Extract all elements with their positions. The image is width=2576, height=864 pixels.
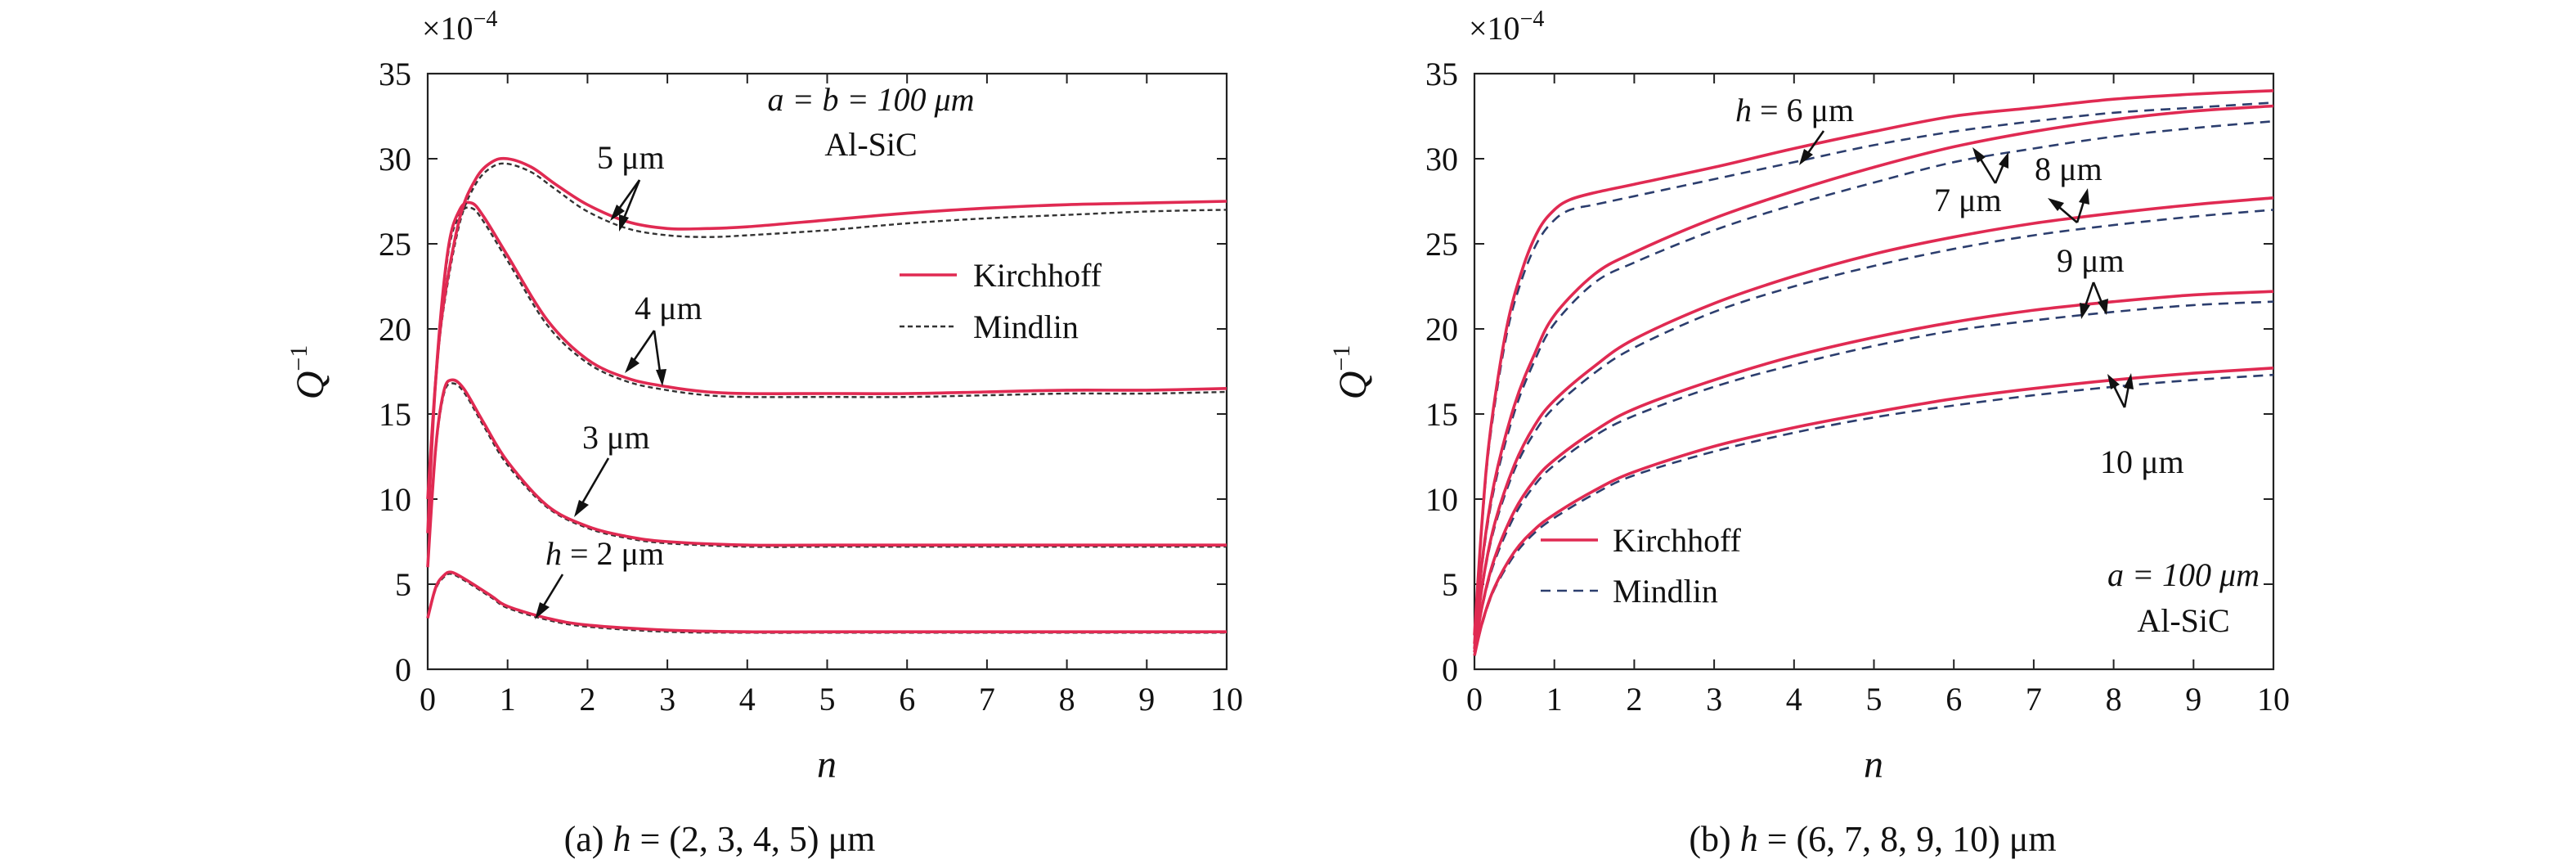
label-b-9um: 9 μm [2057, 242, 2125, 279]
y-tick-label: 5 [1442, 566, 1458, 603]
x-tick-label: 8 [2106, 681, 2122, 718]
x-tick-label: 3 [659, 681, 675, 718]
label-b-8um: 8 μm [2035, 151, 2103, 187]
plot-frame [426, 72, 1228, 671]
x-tick-label: 9 [2185, 681, 2201, 718]
y-tick-label: 10 [379, 481, 411, 518]
kirchhoff-curve [1473, 367, 2274, 656]
mindlin-curve [1473, 373, 2274, 656]
y-tick-label: 35 [1425, 56, 1458, 92]
y-tick-label: 15 [379, 396, 411, 433]
x-tick-label: 10 [1210, 681, 1243, 718]
panel-a-xlabel: n [817, 743, 837, 786]
label-a-5um: 5 μm [597, 139, 665, 176]
panel-b: 0 1 2 3 4 5 6 7 8 9 10 0 5 10 15 20 25 30 35 ×10−4 Q−1 n a… [1328, 7, 2290, 859]
x-tick-label: 7 [979, 681, 995, 718]
panel-b-caption: (b) h = (6, 7, 8, 9, 10) μm [1689, 819, 2056, 859]
x-tick-label: 3 [1706, 681, 1722, 718]
panel-b-annotation-2: Al-SiC [2137, 602, 2229, 639]
panel-a-caption: (a) h = (2, 3, 4, 5) μm [564, 819, 876, 859]
x-tick-label: 7 [2026, 681, 2042, 718]
mindlin-curve [1473, 209, 2274, 650]
kirchhoff-curve [1473, 196, 2274, 650]
mindlin-curve [426, 382, 1227, 568]
x-tick-label: 4 [739, 681, 756, 718]
kirchhoff-curve [1473, 104, 2274, 644]
panel-b-legend: Kirchhoff Mindlin [1541, 522, 1742, 610]
y-tick-label: 15 [1425, 396, 1458, 433]
x-tick-label: 5 [819, 681, 836, 718]
panel-a-annotation-2: Al-SiC [824, 126, 917, 163]
label-a-4um: 4 μm [635, 290, 702, 326]
mindlin-curve [426, 162, 1227, 500]
x-tick-label: 10 [2257, 681, 2290, 718]
y-tick-label: 25 [1425, 226, 1458, 263]
panel-b-xlabel: n [1864, 743, 1883, 786]
legend-mindlin-label: Mindlin [973, 308, 1079, 345]
mindlin-curve [1473, 101, 2274, 636]
y-tick-label: 30 [379, 141, 411, 178]
label-a-3um: 3 μm [582, 419, 650, 456]
x-tick-label: 4 [1786, 681, 1802, 718]
panel-a-annotation-1: a = b = 100 μm [768, 81, 975, 118]
y-tick-label: 10 [1425, 481, 1458, 518]
y-tick-label: 25 [379, 226, 411, 263]
panel-b-ylabel: Q−1 [1328, 345, 1375, 400]
kirchhoff-curve [1473, 290, 2274, 653]
mindlin-curve [426, 573, 1227, 634]
x-tick-label: 2 [579, 681, 595, 718]
y-tick-label: 5 [395, 566, 411, 603]
panel-a-legend: Kirchhoff Mindlin [900, 257, 1102, 345]
panel-b-multiplier: ×10−4 [1469, 7, 1544, 47]
x-tick-label: 2 [1626, 681, 1642, 718]
y-tick-label: 30 [1425, 141, 1458, 178]
panel-b-curves [1473, 89, 2274, 656]
panel-b-axes: 0 1 2 3 4 5 6 7 8 9 10 0 5 10 15 20 25 30 35 [1425, 56, 2290, 718]
kirchhoff-curve [426, 156, 1227, 500]
y-tick-label: 20 [379, 311, 411, 348]
legend-mindlin-label: Mindlin [1613, 573, 1718, 610]
legend-kirchhoff-label: Kirchhoff [973, 257, 1102, 294]
x-tick-label: 6 [899, 681, 915, 718]
panel-b-arrows [1799, 130, 2134, 408]
y-tick-label: 20 [1425, 311, 1458, 348]
y-tick-label: 35 [379, 56, 411, 92]
panel-a-ylabel: Q−1 [285, 345, 332, 400]
x-tick-label: 1 [1546, 681, 1563, 718]
x-tick-label: 8 [1059, 681, 1075, 718]
label-b-10um: 10 μm [2100, 443, 2184, 480]
label-b-7um: 7 μm [1934, 182, 2002, 218]
x-tick-label: 9 [1138, 681, 1155, 718]
kirchhoff-curve [1473, 89, 2274, 636]
x-tick-label: 0 [420, 681, 436, 718]
kirchhoff-curve [426, 378, 1227, 568]
mindlin-curve [1473, 300, 2274, 653]
x-tick-label: 1 [500, 681, 516, 718]
legend-kirchhoff-label: Kirchhoff [1613, 522, 1742, 559]
x-tick-label: 0 [1466, 681, 1483, 718]
panel-a-axes: 0 1 2 3 4 5 6 7 8 9 10 0 5 10 15 20 25 30 35 [379, 56, 1243, 718]
label-a-2um: h = 2 μm [545, 535, 664, 572]
panel-a: 0 1 2 3 4 5 6 7 8 9 10 0 5 10 15 20 25 30 35 ×10−4 Q−1 n a… [285, 7, 1243, 859]
kirchhoff-curve [426, 570, 1227, 634]
y-tick-label: 0 [1442, 651, 1458, 688]
x-tick-label: 5 [1866, 681, 1883, 718]
panel-b-annotation-1: a = 100 μm [2107, 556, 2260, 593]
label-b-6um: h = 6 μm [1735, 92, 1854, 128]
y-tick-label: 0 [395, 651, 411, 688]
panel-a-multiplier: ×10−4 [422, 7, 497, 47]
mindlin-curve [426, 206, 1227, 533]
panel-a-arrows [535, 179, 666, 619]
x-tick-label: 6 [1945, 681, 1962, 718]
kirchhoff-curve [426, 200, 1227, 533]
